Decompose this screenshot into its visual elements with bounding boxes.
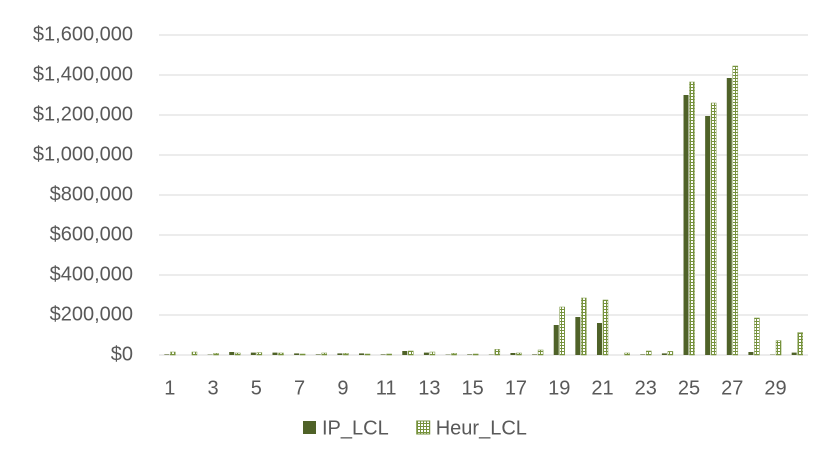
bar <box>559 306 565 356</box>
x-tick-label: 5 <box>251 377 262 399</box>
bar <box>640 354 646 355</box>
bar <box>624 352 630 356</box>
y-tick-label: $400,000 <box>50 263 133 285</box>
bar <box>315 354 321 355</box>
bar <box>272 352 278 355</box>
bar <box>602 299 609 356</box>
bar <box>380 354 386 355</box>
bar <box>516 352 522 356</box>
x-tick-label: 25 <box>678 377 700 399</box>
y-tick-label: $0 <box>111 343 133 365</box>
bar <box>408 350 414 356</box>
bar <box>705 116 711 355</box>
x-tick-label: 9 <box>337 377 348 399</box>
y-tick-label: $200,000 <box>50 303 133 325</box>
x-tick-label: 23 <box>635 377 657 399</box>
bar <box>337 353 343 355</box>
x-tick-label: 11 <box>376 377 397 399</box>
x-tick-label: 3 <box>208 377 219 399</box>
bar <box>229 352 235 355</box>
bar <box>386 353 392 356</box>
x-tick-label: 21 <box>591 377 613 399</box>
y-tick-label: $600,000 <box>50 223 133 245</box>
y-tick-label: $1,000,000 <box>33 143 133 165</box>
bar <box>689 81 695 356</box>
bar <box>510 353 516 355</box>
bar <box>343 353 349 356</box>
bar <box>294 353 300 355</box>
x-tick-label: 27 <box>721 377 743 399</box>
bar <box>429 351 436 356</box>
bar <box>278 352 284 356</box>
legend-swatch <box>416 420 431 435</box>
bar <box>494 349 501 356</box>
bar <box>164 354 170 355</box>
bar <box>299 353 306 356</box>
x-tick-label: 1 <box>164 377 175 399</box>
bar <box>661 353 667 355</box>
bar <box>667 351 674 356</box>
bar <box>646 350 652 356</box>
x-tick-label: 17 <box>505 377 527 399</box>
bar <box>710 102 717 356</box>
bar <box>575 317 581 355</box>
bar <box>581 297 587 356</box>
bar <box>754 317 760 356</box>
x-tick-label: 7 <box>294 377 305 399</box>
bar <box>402 351 408 355</box>
bar <box>467 354 473 355</box>
y-tick-label: $1,600,000 <box>33 23 133 45</box>
bar <box>532 354 538 355</box>
bar <box>683 95 689 355</box>
bar <box>321 352 327 356</box>
bar <box>791 352 797 355</box>
bar <box>423 352 429 355</box>
bar <box>364 353 371 356</box>
y-tick-label: $1,200,000 <box>33 103 133 125</box>
bar <box>775 340 782 356</box>
bar <box>234 352 241 356</box>
legend-label: Heur_LCL <box>436 417 527 439</box>
bar <box>451 353 457 356</box>
bar <box>732 65 739 356</box>
x-tick-label: 29 <box>764 377 786 399</box>
x-tick-label: 19 <box>548 377 570 399</box>
bar <box>213 353 219 356</box>
y-tick-label: $800,000 <box>50 183 133 205</box>
bar <box>726 78 732 355</box>
bar <box>472 353 479 356</box>
x-tick-label: 15 <box>462 377 484 399</box>
y-tick-label: $1,400,000 <box>33 63 133 85</box>
bar <box>748 352 754 355</box>
bar <box>191 351 198 356</box>
legend-swatch <box>303 421 316 434</box>
bar <box>797 332 803 356</box>
bar <box>359 353 365 355</box>
bar <box>596 323 602 355</box>
bar <box>537 349 544 356</box>
legend-label: IP_LCL <box>322 417 389 439</box>
bar <box>170 351 176 356</box>
bar <box>553 325 559 355</box>
bar <box>250 352 256 355</box>
x-tick-label: 13 <box>418 377 440 399</box>
bar <box>256 352 263 356</box>
